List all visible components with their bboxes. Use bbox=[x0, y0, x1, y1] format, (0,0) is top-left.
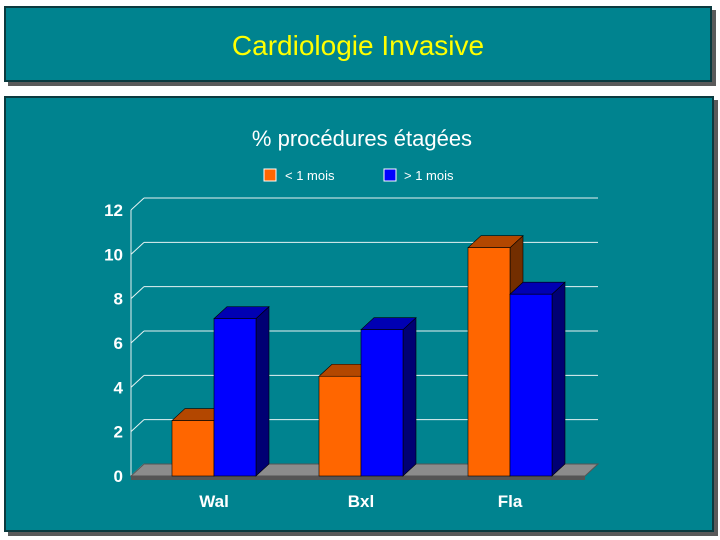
gridline-depth bbox=[130, 197, 145, 211]
x-axis-ticks: Wal Bxl Fla bbox=[199, 492, 523, 511]
bar-front bbox=[171, 420, 215, 477]
gridline-depth bbox=[130, 419, 145, 433]
bar-side bbox=[402, 317, 417, 477]
legend-label-series-2: > 1 mois bbox=[404, 168, 454, 183]
chart-title: % procédures étagées bbox=[252, 126, 472, 151]
gridline-depth bbox=[130, 241, 145, 255]
chart-panel: % procédures étagées < 1 mois > 1 mois 0… bbox=[4, 96, 714, 532]
bar-fla-series-2 bbox=[509, 281, 566, 477]
bar-front bbox=[467, 247, 511, 477]
bar-wal-series-1 bbox=[171, 407, 228, 477]
gridline-depth bbox=[130, 330, 145, 344]
y-tick-label: 6 bbox=[114, 334, 123, 353]
x-tick-label-bxl: Bxl bbox=[348, 492, 374, 511]
floor-edge bbox=[131, 476, 585, 480]
title-panel: Cardiologie Invasive bbox=[4, 6, 712, 82]
gridline-depth bbox=[130, 374, 145, 388]
bar-bxl-series-2 bbox=[360, 317, 417, 477]
y-tick-label: 4 bbox=[114, 378, 124, 397]
x-tick-label-wal: Wal bbox=[199, 492, 229, 511]
bar-front bbox=[318, 375, 362, 477]
bar-wal-series-2 bbox=[213, 305, 270, 477]
bar-side bbox=[255, 305, 270, 477]
bar-chart: % procédures étagées < 1 mois > 1 mois 0… bbox=[104, 126, 600, 511]
legend: < 1 mois > 1 mois bbox=[263, 168, 454, 183]
y-axis-ticks: 0 2 4 6 8 10 12 bbox=[104, 201, 123, 486]
legend-swatch-series-1 bbox=[263, 168, 277, 182]
y-tick-label: 2 bbox=[114, 423, 123, 442]
bars bbox=[171, 234, 566, 477]
y-tick-label: 10 bbox=[104, 245, 123, 264]
x-tick-label-fla: Fla bbox=[498, 492, 523, 511]
y-tick-label: 8 bbox=[114, 290, 123, 309]
legend-label-series-1: < 1 mois bbox=[285, 168, 335, 183]
bar-front bbox=[509, 293, 553, 477]
y-tick-label: 12 bbox=[104, 201, 123, 220]
gridline-depth bbox=[130, 286, 145, 300]
y-tick-label: 0 bbox=[114, 467, 123, 486]
legend-swatch-series-2 bbox=[383, 168, 397, 182]
slide-title: Cardiologie Invasive bbox=[231, 30, 485, 61]
bar-front bbox=[360, 329, 404, 477]
bar-side bbox=[551, 281, 566, 477]
bar-front bbox=[213, 318, 257, 477]
